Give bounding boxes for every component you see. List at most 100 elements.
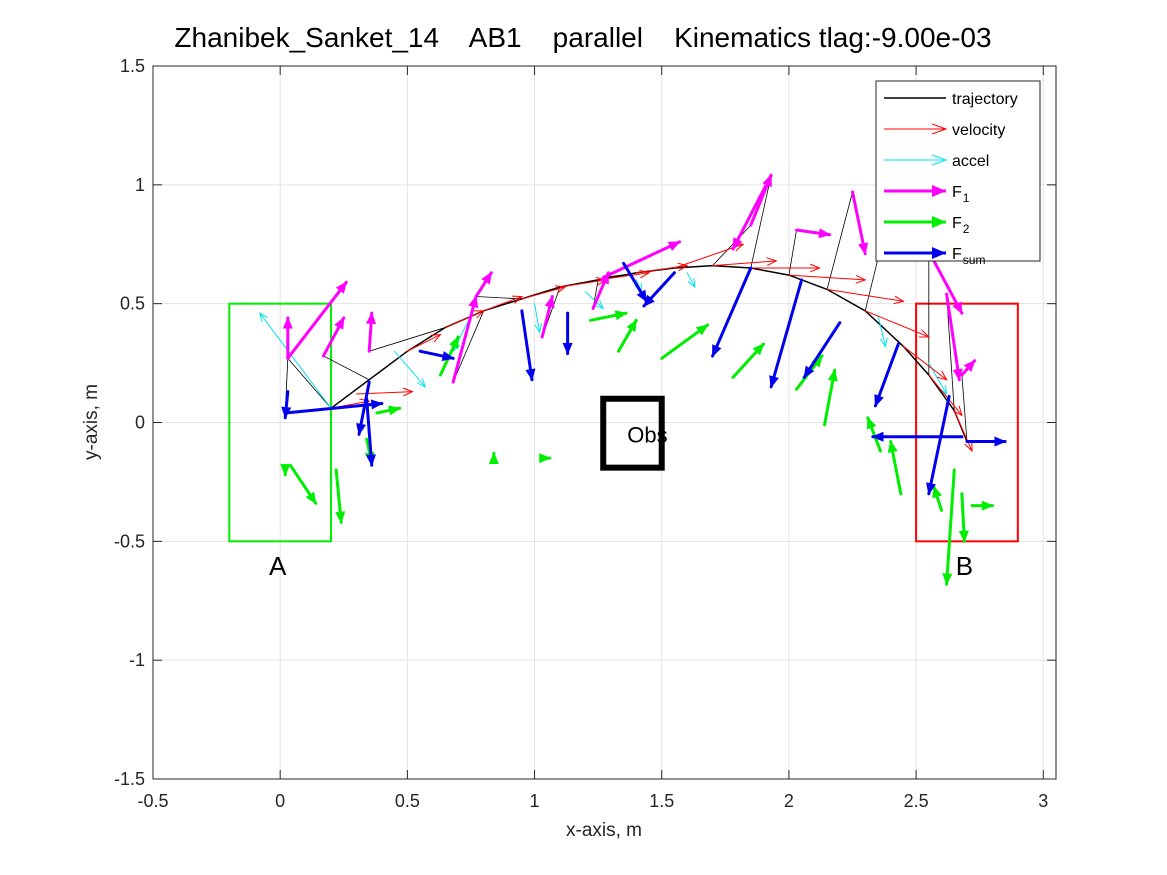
f2-arrow <box>887 440 903 496</box>
fsum-arrow-head <box>803 365 815 379</box>
velocity-arrow-shaft <box>928 374 963 416</box>
fsum-arrow-shaft <box>873 342 900 408</box>
trajectory-wisp <box>369 327 446 352</box>
fsum-arrow <box>520 309 536 382</box>
f2-arrow <box>375 405 402 416</box>
f2-arrow-head <box>866 416 877 430</box>
f2-arrow <box>280 463 291 477</box>
legend-swatch-head <box>932 216 946 228</box>
f2-arrow-head <box>752 343 765 356</box>
y-tick-label: 0 <box>135 413 145 433</box>
f2-arrow-head <box>280 464 291 477</box>
f2-arrow <box>970 500 994 511</box>
fsum-arrow-shaft <box>365 397 374 467</box>
x-tick-label: 0 <box>275 791 285 811</box>
legend-label-subscript: 2 <box>963 222 970 236</box>
fsum-arrow-head <box>356 422 367 436</box>
f1-arrow-head <box>481 271 493 285</box>
accel-arrow-shaft <box>394 350 426 388</box>
f1-arrow-head <box>732 237 743 251</box>
accel-arrow-head <box>594 299 605 310</box>
velocity-arrow-head <box>639 269 651 279</box>
velocity-arrow-head <box>677 262 689 272</box>
x-tick-label: 3 <box>1038 791 1048 811</box>
accel-arrow-shaft <box>686 272 696 288</box>
accel-arrow-head <box>687 278 696 289</box>
f2-arrow <box>488 451 499 465</box>
legend-label: F <box>952 246 962 263</box>
x-tick-label: 1 <box>530 791 540 811</box>
fsum-arrow <box>356 380 371 436</box>
f2-arrow <box>589 310 628 322</box>
f2-arrow <box>731 342 765 379</box>
legend-swatch-head <box>931 123 948 135</box>
obstacle-box <box>600 395 665 471</box>
f2-arrow <box>334 468 346 524</box>
f1-arrow-shaft <box>945 292 961 382</box>
f1-arrow-head <box>818 228 831 239</box>
fsum-arrow-shaft <box>520 309 534 382</box>
accel-arrow-head <box>416 378 427 388</box>
f1-arrow-head <box>667 241 681 251</box>
velocity-arrow-shaft <box>902 345 948 381</box>
f1-arrow-head <box>858 242 869 256</box>
fsum-arrow <box>562 311 573 356</box>
velocity-arrow-shaft <box>712 260 777 267</box>
velocity-arrow-shaft <box>355 391 413 395</box>
f2-arrow-head <box>695 324 709 336</box>
f1-arrow-shaft <box>451 295 478 384</box>
fsum-arrow-head <box>994 436 1007 447</box>
fsum-arrow <box>769 278 804 389</box>
fsum-arrow-shaft <box>802 321 842 379</box>
f1-arrow-shaft <box>601 240 682 280</box>
fsum-arrow-head <box>636 289 648 303</box>
fsum-arrow-shaft <box>711 266 753 358</box>
velocity-arrow-head <box>952 405 963 417</box>
fsum-arrow <box>873 342 900 408</box>
velocity-arrow-head <box>555 285 567 294</box>
fsum-arrow-head <box>525 368 536 381</box>
f1-arrow <box>927 249 964 315</box>
legend-label: trajectory <box>952 91 1018 108</box>
f2-arrow <box>616 318 638 353</box>
region-a-label: A <box>269 551 287 581</box>
f2-arrow <box>539 453 552 464</box>
accel-arrow <box>394 350 427 388</box>
fsum-arrow-head <box>874 394 884 408</box>
f2-arrow-head <box>488 452 499 465</box>
fsum-arrow <box>965 436 1007 447</box>
region-b-box <box>915 302 1019 543</box>
trajectory-wisp <box>323 355 370 381</box>
f2-arrow <box>288 463 318 505</box>
velocity-arrow <box>483 295 524 312</box>
legend-swatch-head <box>932 247 946 259</box>
x-axis-label: x-axis, m <box>566 820 642 841</box>
chart-title: Zhanibek_Sanket_14 AB1 parallel Kinemati… <box>174 22 991 53</box>
obstacle <box>600 395 665 471</box>
y-axis-label: y-axis, m <box>81 384 102 460</box>
velocity-arrow-shaft <box>445 310 485 328</box>
velocity-arrow-shaft <box>788 274 866 281</box>
fsum-arrow <box>711 266 753 358</box>
f1-arrow-head <box>334 316 345 330</box>
velocity-arrow <box>826 288 905 305</box>
f1-arrow-shaft <box>731 173 773 251</box>
f1-arrow <box>321 316 346 358</box>
f2-arrow <box>866 416 882 453</box>
fsum-arrow-head <box>643 294 655 307</box>
velocity-arrow <box>788 274 867 284</box>
velocity-arrow <box>712 257 778 267</box>
fsum-arrow <box>418 349 455 362</box>
accel-arrow <box>584 291 605 310</box>
y-tick-label: -0.5 <box>114 531 145 551</box>
f2-arrow-head <box>614 310 628 321</box>
velocity-arrow-shaft <box>953 410 973 452</box>
x-tick-label: 2.5 <box>904 791 929 811</box>
legend-swatch-head <box>932 185 946 197</box>
region-a-box <box>228 302 333 543</box>
fsum-arrow-head <box>365 454 376 467</box>
velocity-arrow-head <box>430 333 442 343</box>
